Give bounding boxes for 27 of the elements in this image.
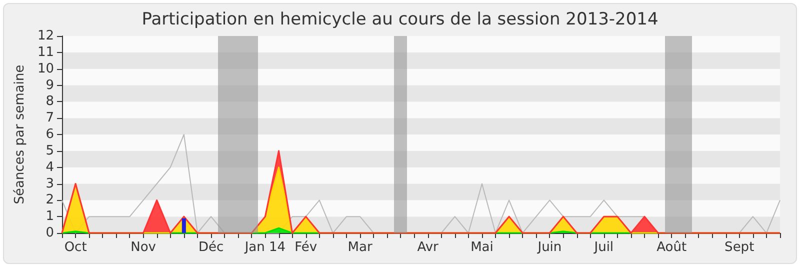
y-axis-title: Séances par semaine xyxy=(12,64,28,204)
x-tick-label: Mai xyxy=(470,240,494,255)
y-tick-label: 11 xyxy=(37,44,54,60)
x-tick-label: Mar xyxy=(348,240,373,255)
y-tick-label: 6 xyxy=(46,127,54,142)
x-tick-label: Nov xyxy=(130,240,156,255)
y-tick-label: 7 xyxy=(46,110,54,126)
x-tick-label: Déc xyxy=(198,240,224,255)
x-tick-label: Jan 14 xyxy=(244,240,286,255)
x-tick-label: Sept xyxy=(724,240,754,255)
x-tick-label: Juil xyxy=(593,240,614,255)
y-tick-label: 1 xyxy=(46,209,54,224)
x-tick-label: Août xyxy=(656,240,687,255)
y-tick-label: 3 xyxy=(46,176,54,192)
y-tick-label: 2 xyxy=(46,192,54,208)
y-tick-label: 0 xyxy=(46,226,54,240)
x-tick-label: Oct xyxy=(64,240,87,255)
x-tick-label: Avr xyxy=(417,240,440,255)
y-tick-label: 10 xyxy=(37,61,54,76)
y-tick-label: 4 xyxy=(46,160,54,175)
x-tick-label: Fév xyxy=(294,240,318,255)
y-tick-label: 8 xyxy=(46,94,54,110)
y-tick-label: 12 xyxy=(37,28,54,44)
y-tick-label: 9 xyxy=(46,78,54,93)
x-tick-label: Juin xyxy=(536,240,562,255)
chart-title: Participation en hemicycle au cours de la session 2013-2014 xyxy=(142,10,658,30)
y-tick-label: 5 xyxy=(46,143,54,158)
